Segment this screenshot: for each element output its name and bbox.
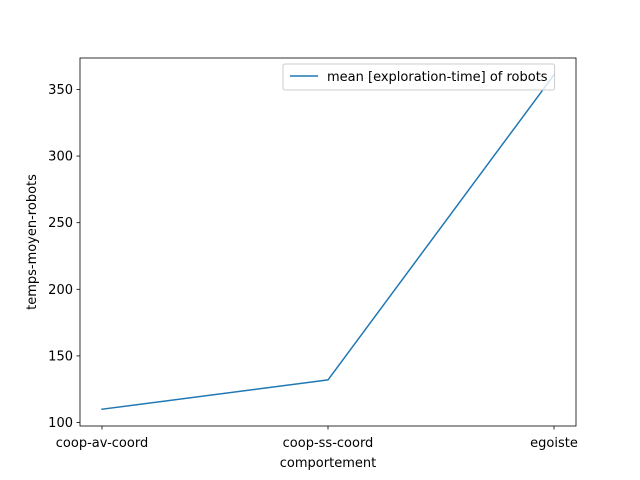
y-tick-label: 300 (48, 150, 73, 165)
ticks-layer: 100 150 200 250 300 350 coop-av-coord coop-ss-c… (48, 83, 578, 451)
y-tick-label: 100 (48, 416, 73, 431)
legend-label: mean [exploration-time] of robots (327, 70, 548, 85)
axes-background (80, 58, 576, 426)
x-tick-label: egoiste (530, 436, 578, 451)
x-axis-label: comportement (280, 456, 376, 471)
y-tick-label: 250 (48, 216, 73, 231)
y-tick-label: 200 (48, 283, 73, 298)
y-tick-label: 150 (48, 349, 73, 364)
x-tick-label: coop-av-coord (56, 436, 148, 451)
plot-area (80, 58, 576, 426)
legend: mean [exploration-time] of robots (282, 63, 556, 91)
x-tick-label: coop-ss-coord (283, 436, 374, 451)
legend-box (282, 63, 556, 91)
y-axis-label: temps-moyen-robots (25, 174, 40, 310)
y-tick-label: 350 (48, 83, 73, 98)
